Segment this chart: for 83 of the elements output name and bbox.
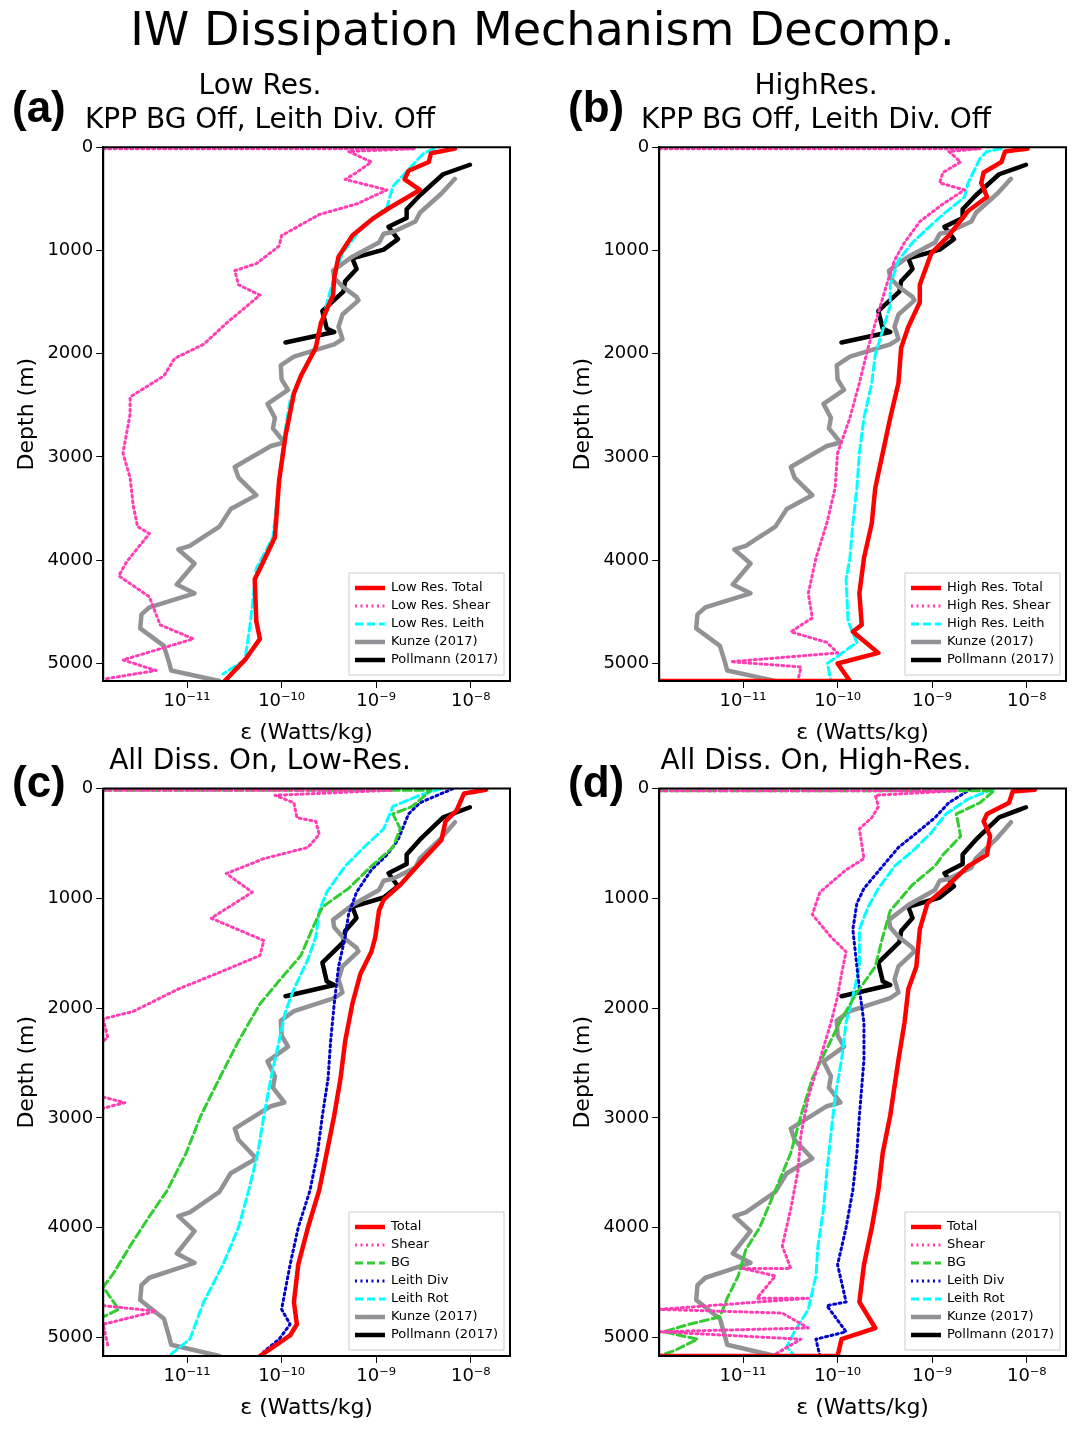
legend-label: Low Res. Shear [390,597,491,613]
text: (d) [568,757,625,807]
x-tick-label: 10⁻⁹ [356,1364,396,1386]
y-axis-title: Depth (m) [568,1016,594,1129]
chart-title: All Diss. On, High-Res. [660,743,972,777]
x-tick-label: 10⁻⁹ [912,1364,952,1386]
legend-label: Leith Rot [390,1290,449,1306]
y-tick-label: 0 [81,776,94,798]
y-tick-label: 0 [637,776,650,798]
legend-label: Total [945,1218,978,1234]
y-tick-label: 1000 [47,886,94,908]
x-tick-label: 10⁻⁸ [1006,689,1047,711]
legend-label: Leith Div [390,1272,449,1288]
legend-label: BG [390,1254,410,1270]
chart-subtitle: KPP BG Off, Leith Div. Off [84,101,436,135]
y-tick-label: 4000 [47,547,94,569]
x-tick-label: 10⁻¹⁰ [258,689,306,711]
y-tick-label: 1000 [47,238,94,260]
legend-label: Pollmann (2017) [946,1326,1055,1342]
x-tick-label: 10⁻¹¹ [163,1364,211,1386]
y-tick-label: 2000 [47,341,94,363]
text: (a) [12,82,66,132]
x-tick-label: 10⁻¹⁰ [814,1364,862,1386]
x-tick-label: 10⁻¹⁰ [814,689,862,711]
y-tick-label: 0 [81,134,94,156]
y-tick-label: 2000 [603,995,650,1017]
legend-label: Total [389,1218,422,1234]
y-tick-label: 1000 [603,886,650,908]
y-tick-label: 3000 [603,444,650,466]
legend-label: Kunze (2017) [946,1308,1034,1324]
y-tick-label: 3000 [603,1105,650,1127]
y-tick-label: 2000 [47,995,94,1017]
y-tick-label: 3000 [47,1105,94,1127]
y-tick-label: 5000 [47,651,94,673]
legend-label: Shear [946,1236,986,1252]
y-tick-label: 4000 [603,1215,650,1237]
text: (c) [12,757,66,807]
y-tick-label: 5000 [47,1325,94,1347]
x-tick-label: 10⁻⁸ [450,689,491,711]
x-tick-label: 10⁻⁹ [356,689,396,711]
legend-label: Leith Rot [946,1290,1005,1306]
legend-label: Shear [390,1236,430,1252]
legend-label: BG [946,1254,966,1270]
y-tick-label: 5000 [603,651,650,673]
chart-title: All Diss. On, Low-Res. [109,743,411,777]
x-tick-label: 10⁻¹⁰ [258,1364,306,1386]
x-tick-label: 10⁻⁸ [1006,1364,1047,1386]
y-axis-title: Depth (m) [12,357,38,471]
chart-title: HighRes. [754,68,878,102]
x-tick-label: 10⁻⁹ [912,689,952,711]
legend-label: Low Res. Leith [390,615,485,631]
y-tick-label: 2000 [603,341,650,363]
chart-subtitle: KPP BG Off, Leith Div. Off [640,101,992,135]
legend-label: Leith Div [946,1272,1005,1288]
legend-label: High Res. Shear [946,597,1051,613]
chart-title: Low Res. [198,68,322,102]
y-tick-label: 1000 [603,238,650,260]
legend-label: Low Res. Total [390,579,483,595]
x-tick-label: 10⁻¹¹ [719,689,767,711]
y-tick-label: 4000 [47,1215,94,1237]
text: IW Dissipation Mechanism Decomp. [129,2,956,56]
legend-label: High Res. Total [946,579,1043,595]
x-axis-title: ε (Watts/kg) [240,718,373,744]
y-tick-label: 5000 [603,1325,650,1347]
y-tick-label: 3000 [47,444,94,466]
y-tick-label: 0 [637,134,650,156]
x-axis-title: ε (Watts/kg) [796,1393,929,1419]
x-tick-label: 10⁻¹¹ [163,689,211,711]
y-axis-title: Depth (m) [568,357,594,471]
legend-label: Kunze (2017) [390,1308,478,1324]
legend-label: Pollmann (2017) [390,651,499,667]
legend-label: Pollmann (2017) [390,1326,499,1342]
y-tick-label: 4000 [603,547,650,569]
legend-label: Kunze (2017) [946,633,1034,649]
x-tick-label: 10⁻⁸ [450,1364,491,1386]
x-axis-title: ε (Watts/kg) [240,1393,373,1419]
x-axis-title: ε (Watts/kg) [796,718,929,744]
y-axis-title: Depth (m) [12,1016,38,1129]
legend-label: High Res. Leith [946,615,1045,631]
text: (b) [568,82,625,132]
legend-label: Kunze (2017) [390,633,478,649]
x-tick-label: 10⁻¹¹ [719,1364,767,1386]
legend-label: Pollmann (2017) [946,651,1055,667]
